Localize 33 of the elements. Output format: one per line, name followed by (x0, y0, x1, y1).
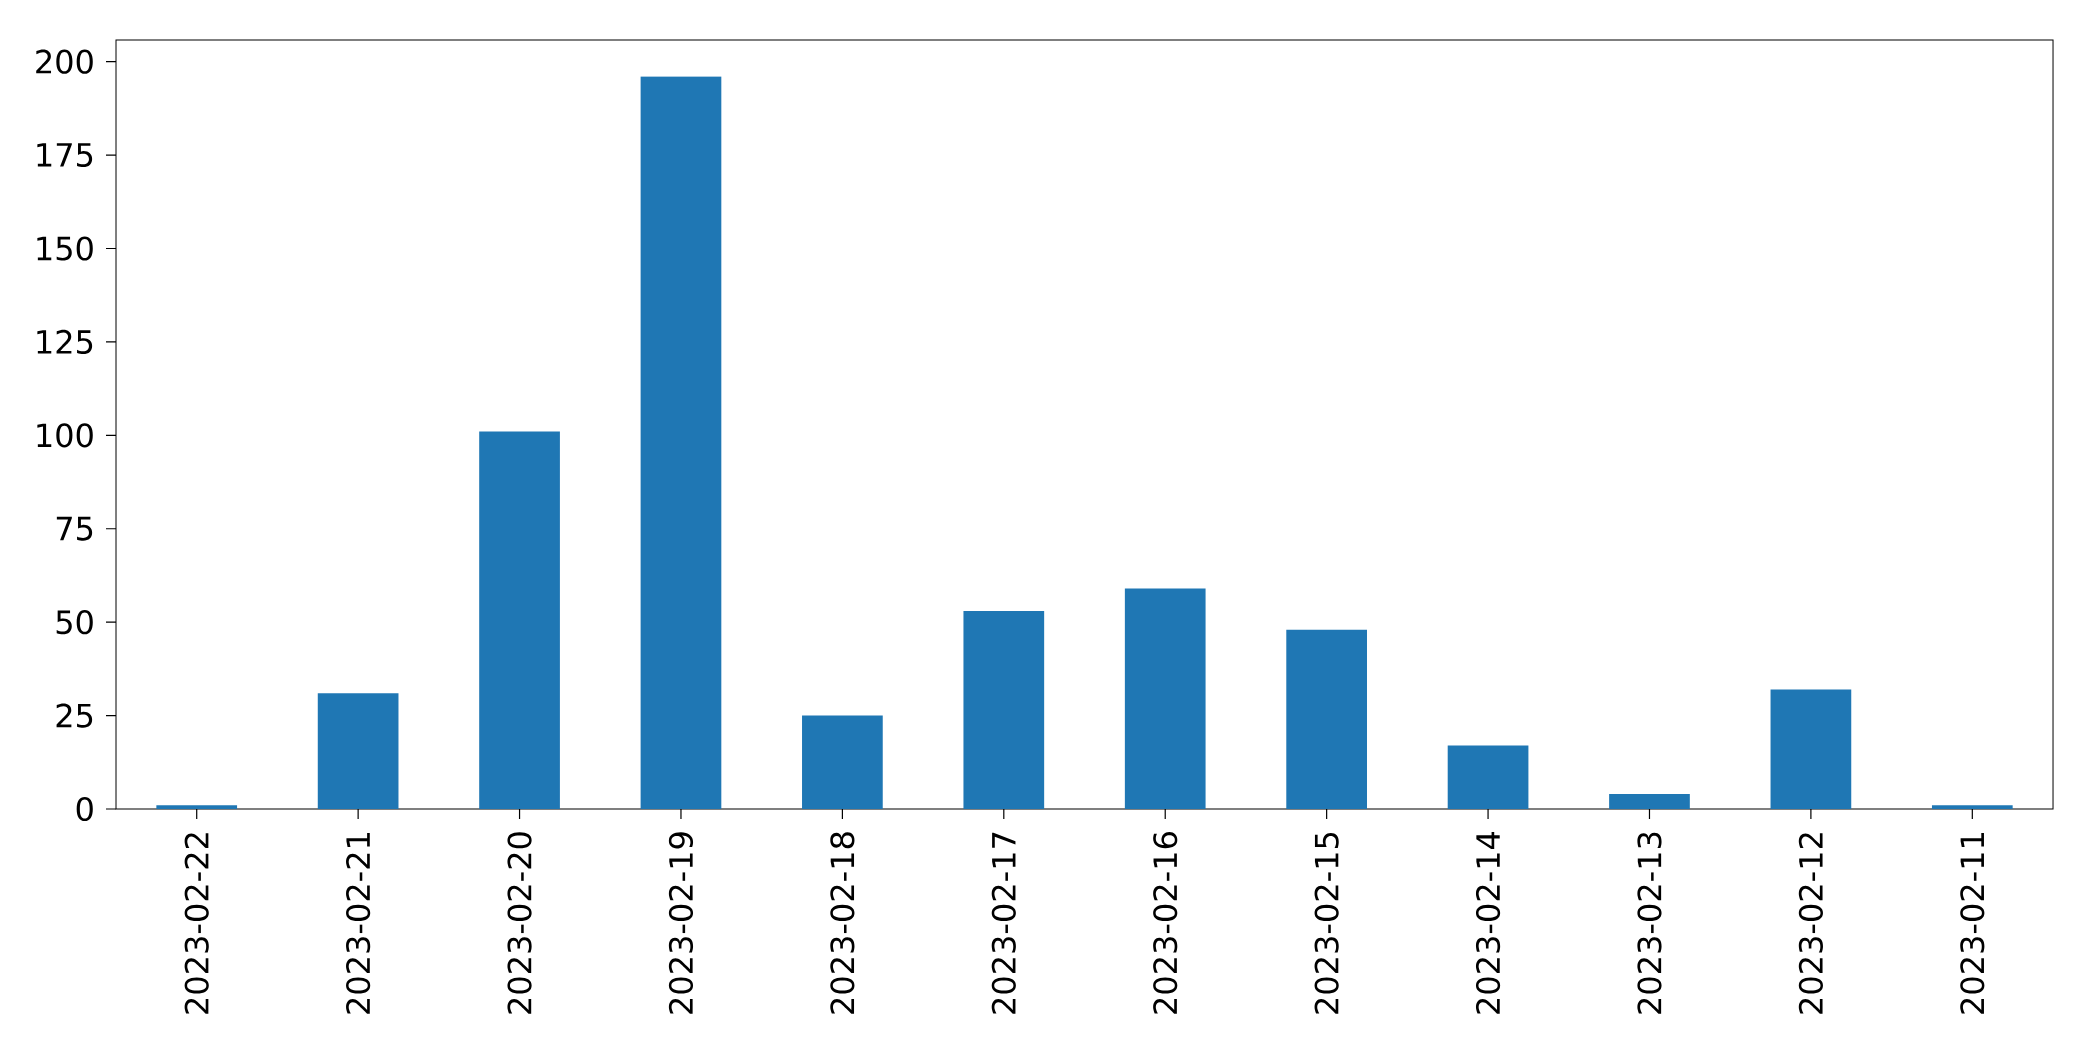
x-tick-label: 2023-02-16 (1153, 832, 1178, 1014)
bar (1931, 805, 2013, 809)
y-tick-label: 0 (76, 796, 93, 822)
x-tick-label: 2023-02-17 (991, 832, 1016, 1014)
y-tick-label: 100 (37, 423, 93, 448)
bar (1770, 689, 1852, 809)
bar (317, 693, 399, 809)
bar (1447, 745, 1529, 809)
y-tick-label: 175 (37, 143, 93, 167)
y-tick-label: 50 (56, 610, 93, 635)
x-tick-label: 2023-02-18 (830, 832, 855, 1014)
y-tick-label: 150 (37, 236, 93, 261)
bar (802, 715, 883, 809)
bar (1609, 794, 1690, 809)
x-tick-label: 2023-02-15 (1314, 832, 1339, 1014)
bar (640, 76, 722, 809)
bar (1124, 588, 1206, 809)
x-tick-label: 2023-02-11 (1960, 833, 1985, 1014)
x-tick-label: 2023-02-13 (1637, 832, 1662, 1014)
y-tick-label: 200 (36, 49, 93, 74)
bar (963, 610, 1045, 809)
y-tick-label: 125 (37, 329, 93, 354)
x-tick-label: 2023-02-19 (668, 832, 694, 1014)
y-tick-label: 25 (56, 703, 93, 728)
x-tick-label: 2023-02-20 (507, 832, 532, 1014)
x-tick-label: 2023-02-12 (1798, 833, 1823, 1014)
bar (1286, 629, 1367, 809)
bar (479, 431, 560, 809)
y-tick-label: 75 (56, 516, 93, 541)
bar (156, 805, 238, 809)
x-tick-label: 2023-02-21 (346, 833, 371, 1014)
x-tick-label: 2023-02-14 (1475, 831, 1501, 1014)
x-tick-label: 2023-02-22 (184, 833, 209, 1014)
